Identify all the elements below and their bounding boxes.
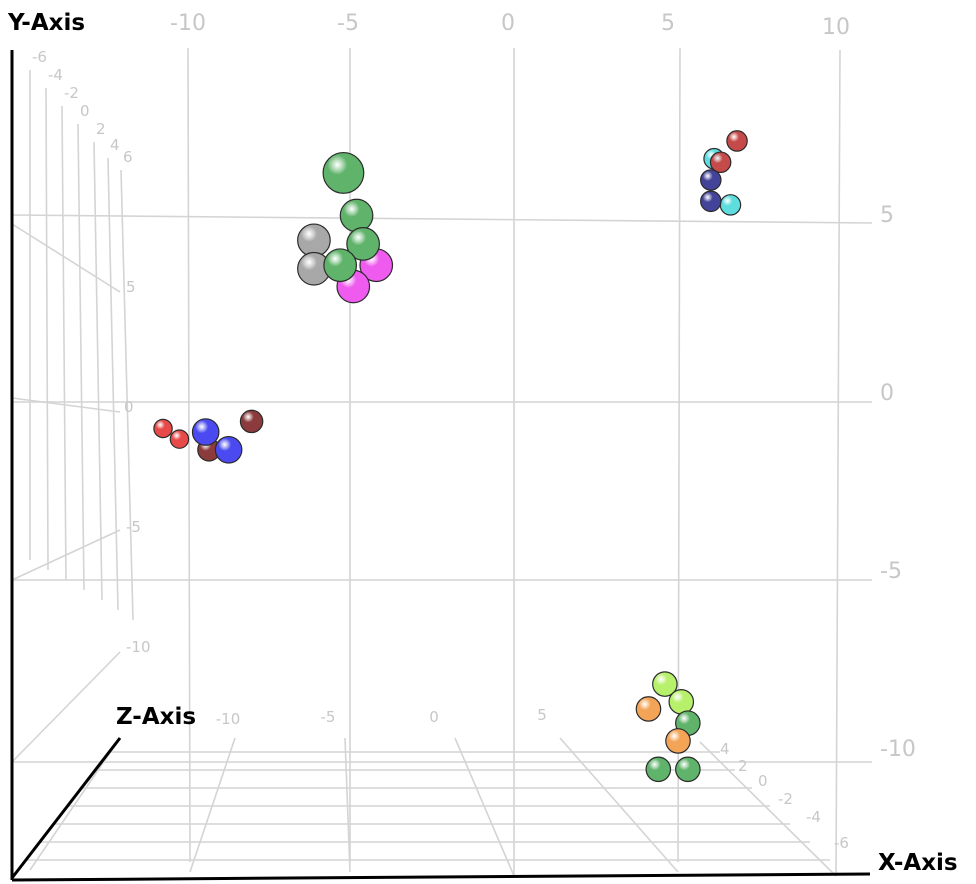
grid-line-side xyxy=(11,397,121,413)
z-tick-label-floor: -4 xyxy=(806,808,821,826)
data-point xyxy=(169,429,190,449)
y-tick-label-side: 5 xyxy=(126,278,136,296)
data-point xyxy=(346,227,380,261)
z-tick-label-floor: 2 xyxy=(738,757,748,775)
grid-line-depth xyxy=(120,169,134,621)
grid-line-horizontal xyxy=(11,214,873,224)
data-point xyxy=(635,696,662,722)
grid-line-side xyxy=(11,651,121,763)
z-tick-label-left: 6 xyxy=(123,148,133,166)
x-axis-title: X-Axis xyxy=(878,850,958,876)
grid-layer xyxy=(11,47,873,877)
data-point xyxy=(665,728,691,754)
grid-line-depth xyxy=(77,123,85,591)
grid-line-depth xyxy=(107,157,119,611)
x-tick-label-top: -5 xyxy=(337,11,359,36)
y-tick-label-right: 5 xyxy=(880,203,894,228)
z-tick-label-left: 2 xyxy=(96,120,106,138)
z-tick-label-floor: 0 xyxy=(758,772,768,790)
data-point xyxy=(645,756,672,783)
grid-line-side xyxy=(11,529,121,581)
y-axis-title: Y-Axis xyxy=(7,10,85,36)
data-point xyxy=(675,756,701,783)
grid-line-depth xyxy=(61,105,67,581)
data-point xyxy=(709,151,732,174)
grid-line-depth xyxy=(45,87,49,571)
points-layer xyxy=(153,130,748,783)
data-point xyxy=(700,169,722,191)
grid-line-floor xyxy=(454,737,515,877)
x-tick-label-top: 0 xyxy=(501,11,515,36)
data-point xyxy=(153,418,173,439)
grid-line-side xyxy=(11,223,121,293)
x-tick-label-top: -10 xyxy=(170,11,206,36)
y-tick-label-side: -10 xyxy=(126,638,151,656)
y-tick-label-right: -10 xyxy=(880,737,916,762)
data-point xyxy=(191,418,220,446)
y-tick-label-side: 0 xyxy=(124,398,134,416)
axis-layer xyxy=(10,50,871,882)
z-tick-label-left: 4 xyxy=(110,136,120,154)
data-point xyxy=(323,248,358,283)
z-tick-label-left: -6 xyxy=(32,48,47,66)
grid-line-vertical xyxy=(835,49,841,877)
data-point xyxy=(239,409,264,434)
z-tick-label-floor: -6 xyxy=(834,834,849,852)
data-point xyxy=(719,194,742,216)
data-point xyxy=(322,151,365,194)
y-tick-label-side: -5 xyxy=(126,518,141,536)
grid-line-floor xyxy=(344,737,351,873)
z-tick-label-floor: 4 xyxy=(720,740,730,758)
x-tick-label-floor: 5 xyxy=(537,706,547,724)
x-axis-line xyxy=(11,872,871,882)
grid-line-floor xyxy=(189,737,236,873)
z-tick-label-floor: -2 xyxy=(778,790,793,808)
y-tick-label-right: 0 xyxy=(880,381,894,406)
title-layer: Y-Axis X-Axis Z-Axis xyxy=(7,10,958,876)
data-point xyxy=(297,223,331,258)
z-tick-label-left: -4 xyxy=(48,66,63,84)
y-tick-label-right: -5 xyxy=(880,559,902,584)
data-point xyxy=(214,435,243,464)
data-point xyxy=(339,198,374,233)
grid-line-floor xyxy=(29,737,121,871)
grid-line-floor xyxy=(559,737,679,873)
x-tick-label-floor: -5 xyxy=(321,708,336,726)
x-tick-label-top: 5 xyxy=(661,11,675,36)
grid-line-vertical xyxy=(187,47,191,863)
z-tick-label-left: -2 xyxy=(64,84,79,102)
data-point xyxy=(652,671,678,697)
x-tick-label-floor: 0 xyxy=(429,708,439,726)
x-tick-label-top: 10 xyxy=(822,15,850,40)
z-axis-title: Z-Axis xyxy=(116,704,196,730)
data-point xyxy=(700,190,722,213)
data-point xyxy=(726,130,748,152)
grid-line-floor xyxy=(699,741,837,877)
data-point xyxy=(668,689,695,715)
x-tick-label-floor: -10 xyxy=(216,710,241,728)
grid-line-depth xyxy=(93,141,103,601)
z-axis-line xyxy=(10,737,122,879)
z-tick-label-left: 0 xyxy=(80,102,90,120)
